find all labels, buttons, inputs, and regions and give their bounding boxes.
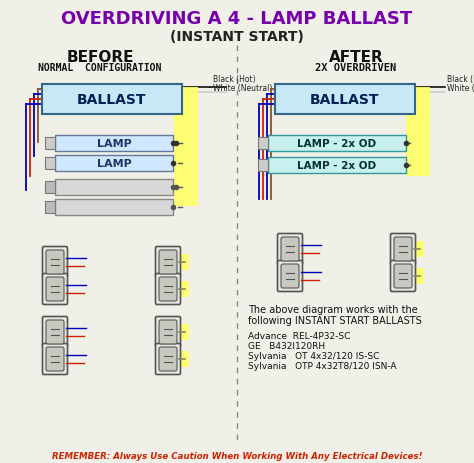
- Text: following INSTANT START BALLASTS: following INSTANT START BALLASTS: [248, 315, 422, 325]
- FancyBboxPatch shape: [155, 344, 181, 375]
- FancyBboxPatch shape: [175, 255, 189, 270]
- FancyBboxPatch shape: [391, 261, 416, 292]
- Bar: [45, 158, 55, 169]
- Text: REMEMBER: Always Use Caution When Working With Any Electrical Devices!: REMEMBER: Always Use Caution When Workin…: [52, 451, 422, 460]
- Bar: [258, 160, 268, 172]
- FancyBboxPatch shape: [43, 317, 67, 348]
- Text: NORMAL  CONFIGURATION: NORMAL CONFIGURATION: [38, 63, 162, 73]
- Text: White (Neutral): White (Neutral): [447, 84, 474, 93]
- FancyBboxPatch shape: [159, 320, 177, 344]
- FancyBboxPatch shape: [43, 274, 67, 305]
- Bar: [258, 138, 268, 150]
- Bar: [45, 181, 55, 194]
- Text: BEFORE: BEFORE: [66, 50, 134, 65]
- FancyBboxPatch shape: [155, 274, 181, 305]
- Text: The above diagram works with the: The above diagram works with the: [248, 304, 418, 314]
- Text: OVERDRIVING A 4 - LAMP BALLAST: OVERDRIVING A 4 - LAMP BALLAST: [61, 10, 413, 28]
- FancyBboxPatch shape: [175, 282, 189, 297]
- Text: LAMP: LAMP: [97, 159, 131, 169]
- FancyBboxPatch shape: [394, 264, 412, 288]
- Text: 2X OVERDRIVEN: 2X OVERDRIVEN: [315, 63, 397, 73]
- FancyBboxPatch shape: [155, 247, 181, 278]
- Text: BALLAST: BALLAST: [77, 93, 147, 107]
- Bar: [55, 180, 173, 195]
- Bar: [55, 200, 173, 216]
- Text: Black (Hot): Black (Hot): [213, 75, 255, 84]
- FancyBboxPatch shape: [46, 250, 64, 275]
- Text: GE   B432I120RH: GE B432I120RH: [248, 341, 325, 350]
- Text: (INSTANT START): (INSTANT START): [170, 30, 304, 44]
- FancyBboxPatch shape: [281, 264, 299, 288]
- Bar: [55, 156, 173, 172]
- FancyBboxPatch shape: [275, 85, 415, 115]
- Text: LAMP: LAMP: [97, 139, 131, 149]
- Text: Black (Hot): Black (Hot): [447, 75, 474, 84]
- Bar: [268, 158, 406, 174]
- FancyBboxPatch shape: [277, 234, 302, 265]
- FancyBboxPatch shape: [46, 347, 64, 371]
- FancyBboxPatch shape: [175, 324, 189, 340]
- FancyBboxPatch shape: [281, 238, 299, 262]
- FancyBboxPatch shape: [394, 238, 412, 262]
- FancyBboxPatch shape: [410, 269, 424, 284]
- FancyBboxPatch shape: [43, 247, 67, 278]
- Text: LAMP - 2x OD: LAMP - 2x OD: [298, 139, 376, 149]
- FancyBboxPatch shape: [159, 277, 177, 301]
- Text: BALLAST: BALLAST: [310, 93, 380, 107]
- FancyBboxPatch shape: [42, 85, 182, 115]
- FancyBboxPatch shape: [391, 234, 416, 265]
- Text: Sylvania   OTP 4x32T8/120 ISN-A: Sylvania OTP 4x32T8/120 ISN-A: [248, 361, 396, 370]
- Text: AFTER: AFTER: [328, 50, 383, 65]
- FancyBboxPatch shape: [46, 320, 64, 344]
- Bar: [45, 201, 55, 213]
- FancyBboxPatch shape: [46, 277, 64, 301]
- FancyBboxPatch shape: [277, 261, 302, 292]
- FancyBboxPatch shape: [159, 250, 177, 275]
- FancyBboxPatch shape: [406, 88, 430, 176]
- FancyBboxPatch shape: [410, 242, 424, 257]
- Bar: [55, 136, 173, 152]
- Text: Advance  REL-4P32-SC: Advance REL-4P32-SC: [248, 332, 350, 340]
- Bar: [268, 136, 406, 152]
- FancyBboxPatch shape: [159, 347, 177, 371]
- Text: White (Neutral): White (Neutral): [213, 84, 273, 93]
- FancyBboxPatch shape: [43, 344, 67, 375]
- FancyBboxPatch shape: [175, 351, 189, 367]
- Bar: [45, 138, 55, 150]
- FancyBboxPatch shape: [174, 88, 198, 206]
- Text: LAMP - 2x OD: LAMP - 2x OD: [298, 161, 376, 171]
- Text: Sylvania   OT 4x32/120 IS-SC: Sylvania OT 4x32/120 IS-SC: [248, 351, 379, 360]
- FancyBboxPatch shape: [155, 317, 181, 348]
